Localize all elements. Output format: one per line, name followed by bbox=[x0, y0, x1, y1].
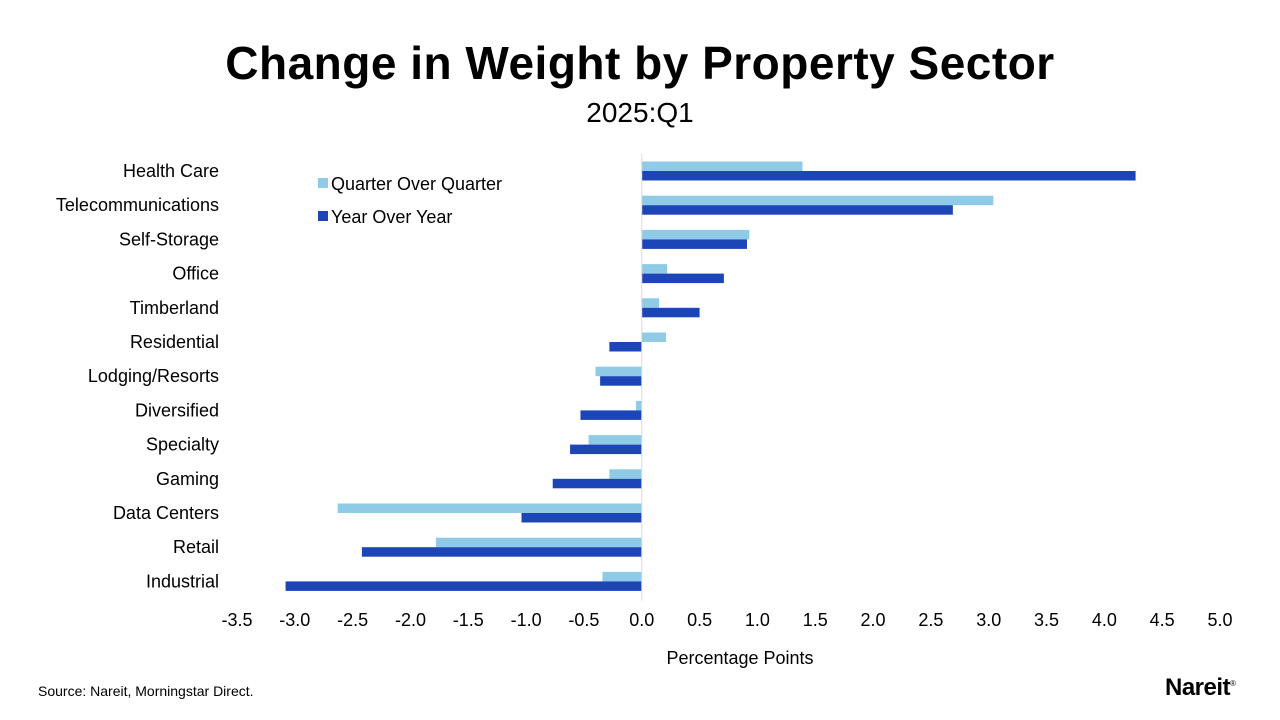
bar-qoq bbox=[641, 264, 668, 274]
bar-yoy bbox=[641, 239, 748, 249]
bar-qoq bbox=[602, 571, 642, 582]
bar-yoy bbox=[641, 205, 953, 215]
bar-qoq bbox=[641, 298, 660, 308]
nareit-logo: Nareit® bbox=[1165, 674, 1236, 702]
bar-yoy bbox=[641, 273, 724, 284]
category-label: Retail bbox=[173, 537, 219, 557]
bar-yoy bbox=[641, 307, 700, 318]
bar-qoq bbox=[337, 503, 642, 513]
x-tick-label: 5.0 bbox=[1207, 610, 1232, 630]
bar-qoq bbox=[588, 435, 642, 445]
x-tick-label: -1.5 bbox=[453, 610, 484, 630]
bars-layer bbox=[285, 161, 1136, 591]
bar-qoq bbox=[609, 469, 642, 479]
category-label: Timberland bbox=[130, 298, 219, 318]
category-label: Self-Storage bbox=[119, 229, 219, 249]
x-tick-label: -1.0 bbox=[511, 610, 542, 630]
x-tick-label: 4.5 bbox=[1150, 610, 1175, 630]
x-tick-label: -2.5 bbox=[337, 610, 368, 630]
category-label: Gaming bbox=[156, 469, 219, 489]
legend-swatch-yoy bbox=[318, 211, 328, 221]
bar-qoq bbox=[595, 366, 642, 377]
x-tick-label: 2.0 bbox=[861, 610, 886, 630]
x-tick-label: 2.5 bbox=[918, 610, 943, 630]
x-tick-labels: -3.5 -3.0 -2.5 -2.0 -1.5 -1.0 -0.5 0.0 0.5 1.0 1.5… bbox=[221, 610, 1232, 630]
chart-subtitle: 2025:Q1 bbox=[586, 97, 694, 128]
bar-yoy bbox=[361, 547, 642, 557]
x-tick-label: -2.0 bbox=[395, 610, 426, 630]
bar-yoy bbox=[641, 171, 1136, 181]
category-label: Residential bbox=[130, 332, 219, 352]
legend-label-qoq: Quarter Over Quarter bbox=[331, 174, 502, 194]
bar-yoy bbox=[580, 410, 642, 420]
category-label: Health Care bbox=[123, 161, 219, 181]
bar-yoy bbox=[552, 478, 642, 489]
category-label: Lodging/Resorts bbox=[88, 366, 219, 386]
x-tick-label: 3.0 bbox=[976, 610, 1001, 630]
bar-yoy bbox=[285, 581, 642, 591]
x-tick-label: -3.5 bbox=[221, 610, 252, 630]
chart-title: Change in Weight by Property Sector bbox=[225, 37, 1055, 89]
x-tick-label: 3.5 bbox=[1034, 610, 1059, 630]
category-label: Data Centers bbox=[113, 503, 219, 523]
bar-yoy bbox=[600, 376, 642, 386]
bar-qoq bbox=[641, 195, 994, 206]
category-label: Diversified bbox=[135, 400, 219, 420]
x-tick-label: 1.5 bbox=[803, 610, 828, 630]
legend: Quarter Over Quarter Year Over Year bbox=[318, 174, 502, 227]
category-label: Specialty bbox=[146, 435, 219, 455]
bar-yoy bbox=[570, 444, 642, 455]
bar-yoy bbox=[609, 342, 642, 352]
x-tick-label: 0.0 bbox=[629, 610, 654, 630]
x-tick-label: -3.0 bbox=[279, 610, 310, 630]
x-tick-label: -0.5 bbox=[568, 610, 599, 630]
bar-qoq bbox=[641, 332, 667, 342]
bar-qoq bbox=[641, 161, 803, 171]
registered-mark: ® bbox=[1230, 679, 1236, 688]
bar-qoq bbox=[635, 400, 642, 411]
x-tick-label: 0.5 bbox=[687, 610, 712, 630]
legend-label-yoy: Year Over Year bbox=[331, 207, 452, 227]
category-label: Office bbox=[172, 264, 219, 284]
logo-text: Nareit bbox=[1165, 674, 1231, 701]
category-label: Industrial bbox=[146, 571, 219, 591]
x-tick-label: 4.0 bbox=[1092, 610, 1117, 630]
source-note: Source: Nareit, Morningstar Direct. bbox=[38, 683, 254, 699]
bar-qoq bbox=[435, 537, 642, 548]
category-labels: Health Care Telecommunications Self-Storag… bbox=[56, 161, 219, 591]
category-label: Telecommunications bbox=[56, 195, 219, 215]
x-axis-title: Percentage Points bbox=[666, 648, 813, 668]
legend-swatch-qoq bbox=[318, 178, 328, 188]
bar-yoy bbox=[521, 513, 642, 523]
bar-qoq bbox=[641, 229, 750, 240]
x-tick-label: 1.0 bbox=[745, 610, 770, 630]
